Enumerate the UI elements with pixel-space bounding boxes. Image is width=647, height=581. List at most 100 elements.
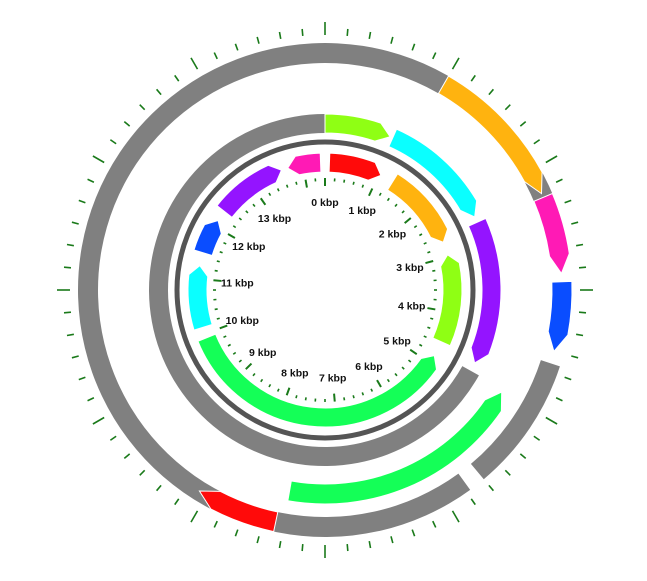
ruler-label: 6 kbp <box>355 361 382 373</box>
ruler-tick <box>409 348 418 356</box>
outer-tick <box>109 139 117 145</box>
outer-tick <box>301 28 304 37</box>
ruler-tick <box>238 359 243 363</box>
ruler-tick <box>401 366 405 370</box>
ruler-tick <box>216 260 220 263</box>
outer-tick <box>123 120 131 127</box>
outer-tick <box>575 333 584 337</box>
outer-feature-magenta <box>533 192 570 275</box>
ruler-tick <box>361 184 365 188</box>
outer-tick <box>390 536 394 544</box>
ruler-label: 0 kbp <box>311 197 338 209</box>
ruler-label: 7 kbp <box>319 373 346 385</box>
ruler-tick <box>232 225 237 229</box>
outer-tick <box>504 104 511 111</box>
ruler-tick <box>407 359 412 363</box>
outer-tick <box>92 155 105 164</box>
outer-tick <box>575 243 584 247</box>
ruler-tick <box>430 317 434 320</box>
outer-tick <box>256 36 260 44</box>
ruler-tick <box>418 343 423 347</box>
ruler-tick <box>252 372 256 377</box>
ruler-tick <box>304 397 307 401</box>
ruler-tick <box>276 188 280 192</box>
outer-tick <box>66 243 75 247</box>
outer-tick <box>87 178 95 183</box>
ruler-label: 13 kbp <box>258 213 291 225</box>
outer-tick <box>174 498 180 506</box>
outer-tick <box>470 74 476 82</box>
outer-tick <box>432 520 437 528</box>
inner-feature-lime <box>432 254 463 347</box>
outer-tick <box>564 376 572 381</box>
inner-feature-red <box>328 152 382 181</box>
ruler-tick <box>352 395 355 399</box>
ruler-tick <box>268 383 272 388</box>
outer-tick <box>451 510 460 523</box>
outer-tick <box>190 57 199 70</box>
inner-feature-cyan <box>187 264 213 331</box>
outer-tick <box>564 199 572 204</box>
middle-feature-cyan <box>388 128 478 218</box>
ruler-tick <box>245 362 253 370</box>
ruler-tick <box>259 197 267 206</box>
outer-tick <box>139 104 146 111</box>
outer-tick <box>92 416 105 425</box>
outer-tick-ring <box>57 22 593 558</box>
ruler-tick <box>295 395 298 399</box>
middle-feature-ring <box>148 113 502 467</box>
outer-tick <box>432 52 437 60</box>
ruler-tick <box>232 351 237 355</box>
outer-tick <box>545 155 558 164</box>
ruler-label: 2 kbp <box>379 228 406 240</box>
ruler-tick <box>343 179 346 183</box>
ruler-tick <box>361 392 365 396</box>
ruler-tick <box>401 210 405 214</box>
middle-feature-lime <box>324 113 391 142</box>
middle-feature-purple <box>467 217 502 364</box>
ruler-tick <box>394 203 398 208</box>
inner-feature-magenta <box>287 152 322 176</box>
inner-feature-orange <box>386 173 449 243</box>
outer-tick <box>155 484 162 492</box>
outer-tick <box>533 435 541 441</box>
inner-feature-purple <box>216 164 283 219</box>
outer-tick <box>123 453 131 460</box>
ruler-tick <box>427 307 436 311</box>
ruler-tick <box>223 241 227 245</box>
ruler-tick <box>423 335 427 339</box>
outer-tick <box>109 435 117 441</box>
outer-feature-red <box>198 490 279 533</box>
ruler-label: 1 kbp <box>348 205 375 217</box>
ruler-tick <box>223 335 227 339</box>
ruler-tick <box>378 192 382 197</box>
ruler-tick <box>227 343 232 347</box>
outer-tick <box>578 266 587 269</box>
ruler-tick <box>219 250 223 254</box>
ruler-tick <box>214 308 218 311</box>
outer-tick <box>411 529 416 537</box>
outer-tick <box>78 376 86 381</box>
outer-tick <box>555 397 563 402</box>
ruler-tick <box>214 269 218 272</box>
ruler-tick <box>427 326 431 330</box>
ruler-tick <box>418 233 423 237</box>
ruler-tick <box>333 393 336 402</box>
inner-feature-blue <box>193 219 222 257</box>
ruler-tick <box>368 188 374 197</box>
inner-feature-green <box>197 333 438 428</box>
ruler-tick <box>268 192 272 197</box>
outer-tick <box>571 355 579 359</box>
ruler-ticks <box>213 178 437 402</box>
outer-tick <box>213 52 218 60</box>
inner-feature-ring <box>187 152 463 428</box>
outer-tick <box>346 543 349 552</box>
ruler-tick <box>394 372 398 377</box>
ruler-tick <box>370 388 374 392</box>
outer-tick <box>533 139 541 145</box>
outer-feature-green <box>287 391 503 505</box>
ruler-tick <box>252 203 256 208</box>
ruler-tick <box>238 217 243 221</box>
ruler-label: 10 kbp <box>226 315 259 327</box>
